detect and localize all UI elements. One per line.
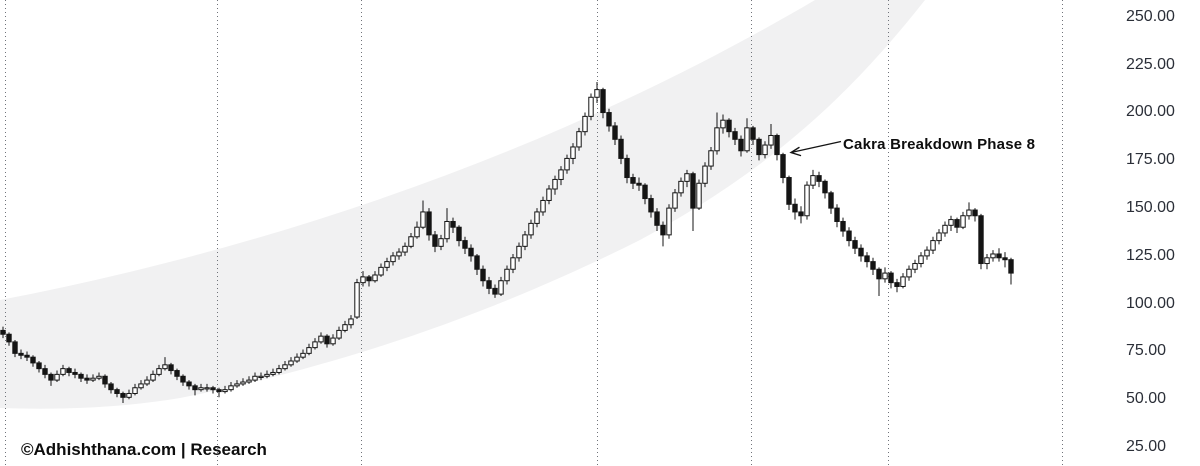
- gridlines-layer: [5, 0, 1063, 466]
- price-axis[interactable]: 250.00 225.00 200.00 175.00 150.00 125.0…: [1100, 0, 1200, 466]
- y-axis-label: 25.00: [1126, 438, 1167, 455]
- watermark: ©Adhishthana.com | Research: [21, 440, 267, 459]
- candles-layer: [0, 81, 1014, 404]
- y-axis-label: 200.00: [1126, 103, 1175, 120]
- trend-band: [0, 0, 925, 409]
- y-axis-label: 225.00: [1126, 56, 1175, 73]
- y-axis-label: 75.00: [1126, 342, 1167, 359]
- y-axis-label: 125.00: [1126, 247, 1175, 264]
- annotation-arrow: [789, 140, 842, 157]
- y-axis-label: 150.00: [1126, 199, 1175, 216]
- y-axis-label: 50.00: [1126, 390, 1167, 407]
- y-axis-label: 175.00: [1126, 151, 1175, 168]
- y-axis-label: 100.00: [1126, 295, 1175, 312]
- y-axis-label: 250.00: [1126, 8, 1175, 25]
- annotation-label: Cakra Breakdown Phase 8: [843, 136, 1036, 153]
